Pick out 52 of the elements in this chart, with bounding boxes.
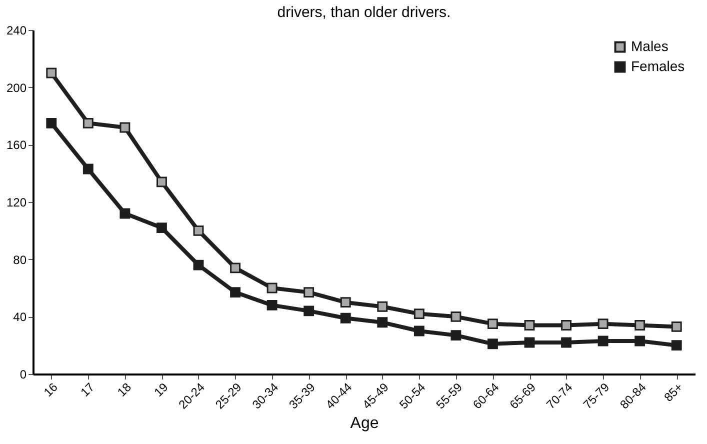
point [671, 340, 682, 351]
x-tick-label: 16 [41, 380, 61, 400]
y-tick-label: 160 [6, 138, 27, 152]
point [414, 308, 424, 320]
point [120, 122, 130, 133]
y-tick-label: 200 [6, 80, 27, 95]
point [193, 260, 204, 270]
point [488, 338, 498, 350]
point [120, 208, 130, 219]
point [488, 318, 498, 330]
point [156, 176, 167, 188]
point [266, 300, 278, 310]
x-tick-label: 19 [151, 380, 171, 400]
point [561, 337, 572, 348]
point [524, 337, 535, 348]
point [304, 306, 314, 316]
x-axis-title: Age [350, 414, 379, 432]
point [304, 287, 314, 298]
legend-label: Males [631, 38, 668, 54]
point [193, 225, 204, 236]
point [450, 311, 462, 322]
point [524, 320, 535, 330]
point [340, 312, 351, 324]
point [230, 287, 240, 298]
point [377, 301, 388, 312]
point [598, 318, 608, 330]
point [82, 118, 94, 128]
y-tick-label: 80 [13, 252, 27, 267]
y-tick-label: 240 [6, 24, 27, 38]
legend-label: Females [631, 58, 685, 74]
point [230, 262, 240, 274]
chart-title: drivers, than older drivers. [277, 4, 451, 21]
x-tick-label: 18 [114, 380, 134, 400]
point [414, 326, 424, 336]
point [266, 282, 278, 294]
point [671, 321, 682, 332]
point [46, 118, 57, 128]
point [156, 222, 167, 234]
x-tick-label: 17 [78, 380, 98, 400]
point [634, 320, 646, 330]
point [46, 68, 57, 78]
point [82, 164, 94, 174]
y-tick-label: 120 [6, 196, 27, 210]
point [634, 336, 646, 346]
point [340, 297, 351, 308]
point [561, 320, 572, 330]
point [598, 336, 608, 346]
point [450, 330, 462, 341]
point [377, 317, 388, 328]
y-tick-label: 40 [13, 310, 27, 324]
x-tick-label: 85+ [661, 380, 686, 404]
y-tick-label: 0 [20, 368, 27, 382]
